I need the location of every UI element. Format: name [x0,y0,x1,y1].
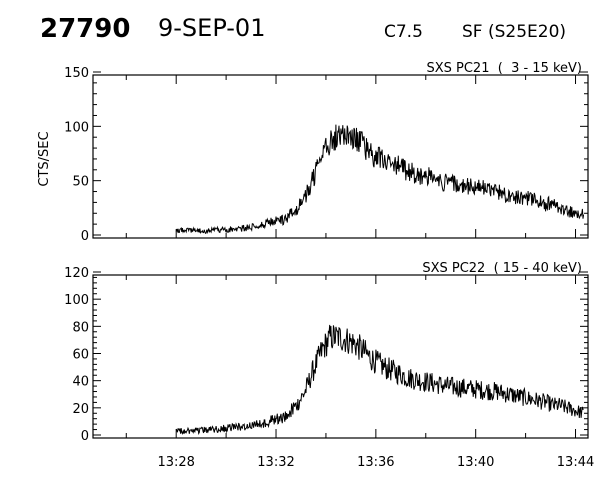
chart-bottom-title: SXS PC22 ( 15 - 40 keV) [422,261,582,276]
flare-location: SF (S25E20) [462,22,567,42]
bottom-ytick-label: 80 [72,320,89,335]
top-ytick-label: 0 [81,229,89,244]
chart-top-series-line [175,124,585,235]
bottom-ytick-label: 40 [72,375,89,390]
chart-bottom-frame [92,274,589,439]
top-ytick-label: 50 [72,175,89,190]
chart-bottom-x-ticks: 13:28 13:32 13:36 13:40 13:44 [125,275,594,470]
bottom-ytick-label: 120 [64,266,89,281]
top-ytick-label: 100 [64,120,89,135]
chart-bottom-series-line [175,324,584,436]
chart-top-frame [92,74,589,239]
chart-top-y-ticks: 0 50 100 150 [64,66,588,244]
bottom-xtick-label: 13:44 [557,455,594,470]
chart-bottom: SXS PC22 ( 15 - 40 keV) 020406080100120 … [64,261,594,470]
chart-top: SXS PC21 ( 3 - 15 keV) CTS/SEC 0 50 100 150 [37,61,589,244]
bottom-xtick-label: 13:28 [157,455,194,470]
bottom-ytick-label: 20 [72,402,89,417]
bottom-ytick-label: 0 [81,429,89,444]
bottom-ytick-label: 60 [72,348,89,363]
chart-top-x-ticks [125,75,577,238]
bottom-xtick-label: 13:40 [457,455,494,470]
chart-top-ylabel: CTS/SEC [37,131,52,186]
chart-bottom-y-ticks: 0 20 40 60 80 100 120 [64,266,588,444]
event-id: 27790 [40,14,131,44]
flare-class: C7.5 [384,22,423,42]
bottom-xtick-label: 13:36 [357,455,394,470]
chart-top-title: SXS PC21 ( 3 - 15 keV) [426,61,582,76]
event-date: 9-SEP-01 [158,14,266,42]
bottom-xtick-label: 13:32 [257,455,294,470]
bottom-ytick-label: 100 [64,293,89,308]
top-ytick-label: 150 [64,66,89,81]
